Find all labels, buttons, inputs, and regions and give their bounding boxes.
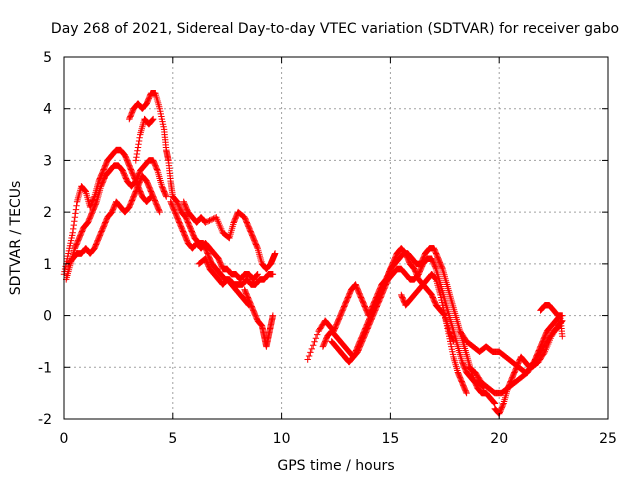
data-point-marker	[499, 401, 507, 408]
series-track-q	[491, 312, 566, 417]
data-point-marker	[71, 218, 78, 225]
data-point-marker	[462, 388, 470, 396]
data-point-marker	[210, 215, 217, 222]
data-point-marker	[308, 345, 315, 353]
y-tick-label: -2	[38, 412, 52, 428]
data-point-marker	[450, 338, 457, 345]
y-tick-label: 2	[43, 205, 52, 221]
y-tick-label: 1	[43, 257, 52, 273]
x-tick-label: 15	[381, 431, 399, 447]
data-point-marker	[205, 218, 212, 225]
data-point-marker	[148, 117, 156, 124]
axis-ticks: 0 5 10 15 20 25 -2 -1 0 1 2 3 4 5	[38, 50, 617, 447]
data-point-marker	[150, 115, 157, 123]
x-tick-label: 25	[599, 431, 617, 447]
series-track-h	[180, 198, 279, 273]
y-tick-label: 5	[43, 50, 52, 66]
y-tick-label: 3	[43, 153, 52, 169]
data-point-marker	[310, 342, 317, 349]
data-point-marker	[73, 202, 80, 209]
data-point-marker	[153, 166, 161, 173]
data-point-marker	[245, 302, 253, 309]
data-point-marker	[254, 271, 261, 278]
data-point-marker	[225, 234, 232, 241]
data-point-marker	[304, 356, 311, 363]
series-track-m	[328, 245, 470, 397]
data-point-marker	[555, 324, 562, 331]
data-point-marker	[271, 250, 279, 257]
y-tick-label: 4	[43, 102, 52, 118]
data-point-marker	[559, 312, 566, 319]
data-points	[60, 90, 566, 417]
data-point-marker	[305, 352, 313, 360]
data-point-marker	[312, 335, 320, 342]
series-track-g	[167, 198, 261, 283]
series-track-i	[241, 286, 277, 350]
series-track-r	[537, 302, 566, 319]
series-track-c	[65, 172, 163, 268]
series-track-e	[132, 115, 157, 164]
grid-lines	[64, 57, 608, 419]
data-point-marker	[134, 147, 141, 154]
data-point-marker	[431, 274, 439, 282]
x-tick-label: 10	[273, 431, 291, 447]
data-point-marker	[72, 210, 79, 217]
data-point-marker	[135, 141, 142, 148]
series-track-d	[126, 90, 176, 200]
data-point-marker	[253, 243, 261, 251]
data-point-marker	[136, 134, 143, 141]
data-point-marker	[132, 157, 139, 164]
y-tick-label: 0	[43, 309, 52, 325]
series-track-f	[169, 193, 277, 288]
data-point-marker	[202, 219, 209, 226]
data-point-marker	[207, 216, 215, 224]
data-point-marker	[253, 271, 261, 278]
y-tick-label: -1	[38, 360, 52, 376]
x-axis-label: GPS time / hours	[277, 458, 394, 474]
x-tick-label: 5	[168, 431, 177, 447]
series-track-b	[63, 157, 170, 283]
data-point-marker	[269, 271, 277, 278]
y-axis-label: SDTVAR / TECUs	[8, 181, 24, 296]
data-point-marker	[314, 331, 321, 338]
x-tick-label: 0	[60, 431, 69, 447]
data-point-marker	[156, 208, 163, 216]
chart-title: Day 268 of 2021, Sidereal Day-to-day VTE…	[51, 21, 619, 37]
plot-frame	[63, 56, 609, 420]
data-point-marker	[203, 218, 210, 225]
data-point-marker	[163, 193, 170, 200]
data-point-marker	[307, 349, 314, 356]
x-tick-label: 20	[490, 431, 508, 447]
data-point-marker	[311, 338, 318, 345]
series-track-j	[195, 255, 253, 309]
data-point-marker	[162, 192, 169, 199]
data-point-marker	[70, 225, 77, 233]
data-point-marker	[245, 301, 252, 308]
data-point-marker	[269, 312, 277, 319]
data-point-marker	[463, 389, 470, 397]
series-track-n	[398, 271, 457, 345]
data-point-marker	[559, 333, 566, 340]
data-point-marker	[206, 217, 213, 224]
